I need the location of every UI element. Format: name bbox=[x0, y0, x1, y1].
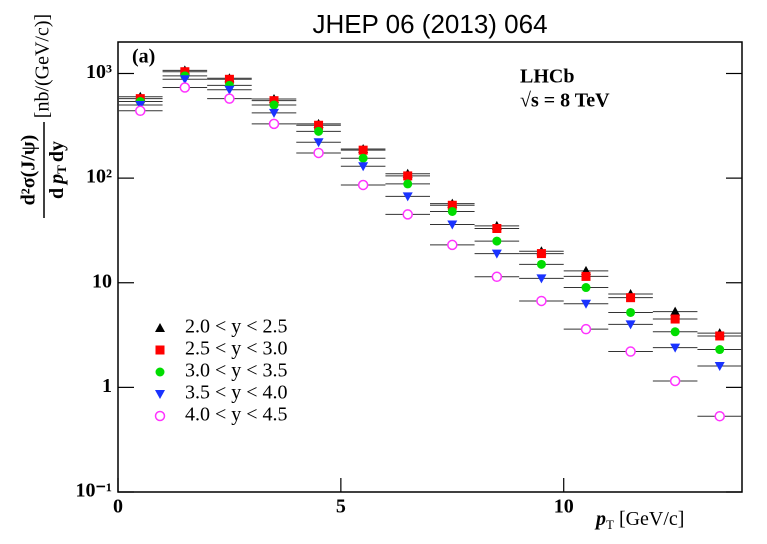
marker bbox=[357, 179, 369, 191]
marker bbox=[269, 100, 279, 110]
marker bbox=[714, 410, 725, 422]
x-tick-label: 5 bbox=[336, 496, 346, 518]
marker bbox=[179, 75, 190, 85]
marker bbox=[358, 145, 368, 155]
marker bbox=[714, 362, 725, 372]
x-tick-label: 0 bbox=[113, 496, 123, 518]
x-label-part: p bbox=[594, 508, 606, 530]
annotation: √s = 8 TeV bbox=[520, 90, 610, 112]
marker bbox=[447, 220, 458, 230]
chart-title: JHEP 06 (2013) 064 bbox=[312, 9, 547, 39]
legend-label: 3.0 < y < 3.5 bbox=[185, 360, 288, 382]
marker bbox=[135, 100, 146, 110]
x-tick-label: 10 bbox=[554, 496, 574, 518]
legend-label: 3.5 < y < 4.0 bbox=[185, 382, 288, 404]
marker bbox=[581, 299, 591, 309]
y-label-part: T bbox=[54, 165, 69, 174]
marker bbox=[402, 192, 413, 202]
annotation: LHCb bbox=[520, 66, 574, 88]
marker bbox=[492, 236, 502, 246]
x-label-part: T bbox=[606, 517, 614, 532]
marker bbox=[224, 93, 235, 104]
marker bbox=[715, 331, 725, 341]
marker bbox=[670, 343, 681, 353]
y-label-units: [nb/(GeV/c)] bbox=[32, 14, 54, 118]
legend-marker bbox=[154, 410, 166, 422]
y-label-numerator: d²σ(J/ψ) bbox=[18, 135, 40, 206]
y-label-denominator: dpTdy bbox=[46, 141, 69, 199]
plot-frame bbox=[117, 41, 743, 493]
y-tick-label: 10³ bbox=[86, 61, 112, 83]
y-tick-label: 10² bbox=[86, 166, 112, 188]
marker bbox=[268, 118, 280, 130]
y-label-part: dy bbox=[46, 141, 68, 162]
marker bbox=[492, 223, 502, 233]
marker bbox=[536, 249, 546, 259]
series bbox=[118, 75, 742, 372]
legend-label: 2.0 < y < 2.5 bbox=[185, 316, 288, 338]
marker bbox=[626, 293, 636, 303]
y-tick-label: 1 bbox=[102, 375, 112, 397]
legend-marker bbox=[155, 345, 165, 355]
y-tick-label: 10 bbox=[92, 270, 112, 292]
marker bbox=[670, 327, 680, 337]
marker bbox=[669, 375, 681, 387]
marker bbox=[402, 209, 413, 220]
marker bbox=[447, 239, 458, 251]
marker bbox=[715, 345, 725, 355]
marker bbox=[670, 306, 681, 316]
marker bbox=[536, 259, 546, 269]
series bbox=[118, 82, 742, 422]
marker bbox=[625, 320, 636, 330]
marker bbox=[224, 74, 234, 84]
x-axis-label: pT [GeV/c] bbox=[594, 508, 684, 532]
marker bbox=[269, 108, 279, 118]
marker bbox=[626, 307, 636, 317]
marker bbox=[581, 271, 591, 281]
series bbox=[118, 71, 742, 355]
marker bbox=[403, 179, 413, 189]
marker bbox=[536, 295, 547, 307]
marker bbox=[358, 162, 369, 172]
marker bbox=[447, 206, 457, 216]
marker bbox=[314, 126, 324, 136]
marker bbox=[135, 105, 146, 117]
marker bbox=[179, 82, 191, 93]
legend-label: 2.5 < y < 3.0 bbox=[185, 338, 288, 360]
legend-marker bbox=[155, 323, 165, 332]
legend-marker bbox=[155, 390, 165, 399]
marker bbox=[447, 200, 457, 210]
panel-label: (a) bbox=[132, 46, 155, 68]
marker bbox=[581, 283, 591, 293]
x-label-part: [GeV/c] bbox=[619, 508, 685, 530]
legend-label: 4.0 < y < 4.5 bbox=[185, 404, 288, 426]
y-label-part: d bbox=[46, 188, 68, 199]
marker bbox=[358, 153, 368, 163]
marker bbox=[314, 120, 324, 130]
marker bbox=[313, 147, 324, 159]
marker bbox=[313, 138, 324, 148]
marker bbox=[625, 346, 636, 357]
y-tick-label: 10⁻¹ bbox=[75, 480, 112, 502]
marker bbox=[491, 249, 502, 259]
marker bbox=[670, 314, 680, 324]
legend-marker bbox=[155, 367, 165, 377]
marker bbox=[536, 274, 547, 284]
marker bbox=[491, 271, 503, 283]
marker bbox=[580, 323, 592, 335]
marker bbox=[224, 85, 235, 95]
y-label-part: p bbox=[46, 174, 68, 186]
series bbox=[118, 65, 742, 338]
marker bbox=[403, 171, 413, 181]
y-axis-label: d²σ(J/ψ) dpTdy [nb/(GeV/c)] bbox=[18, 14, 69, 218]
